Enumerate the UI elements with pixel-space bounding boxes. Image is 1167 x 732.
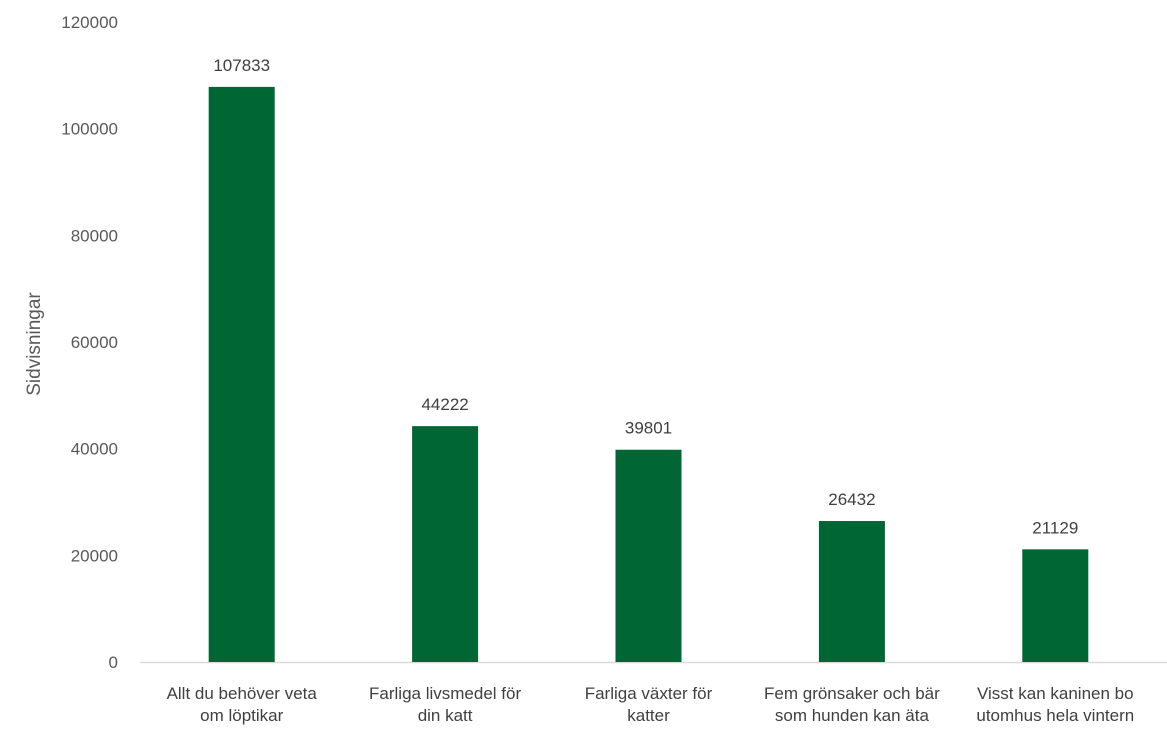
data-label: 107833 xyxy=(213,56,270,75)
bar xyxy=(412,426,479,662)
y-tick-label: 40000 xyxy=(71,440,118,459)
y-tick-label: 0 xyxy=(109,653,118,672)
category-label: som hunden kan äta xyxy=(775,706,930,725)
category-label: Farliga växter för xyxy=(585,684,713,703)
data-label: 39801 xyxy=(625,419,672,438)
category-label: Fem grönsaker och bär xyxy=(764,684,940,703)
data-label: 44222 xyxy=(421,395,468,414)
y-tick-label: 80000 xyxy=(71,226,118,245)
category-label: Allt du behöver veta xyxy=(167,684,318,703)
category-label: utomhus hela vintern xyxy=(976,706,1134,725)
data-labels: 107833 44222 39801 26432 21129 xyxy=(213,56,1078,537)
y-tick-label: 60000 xyxy=(71,333,118,352)
y-tick-label: 100000 xyxy=(61,120,118,139)
data-label: 21129 xyxy=(1032,518,1078,537)
data-label: 26432 xyxy=(828,490,875,509)
y-tick-label: 120000 xyxy=(61,13,118,32)
bar xyxy=(208,86,275,662)
category-label: Visst kan kaninen bo xyxy=(977,684,1134,703)
y-axis-ticks: 0 20000 40000 60000 80000 100000 120000 xyxy=(61,13,118,672)
category-label: Farliga livsmedel för xyxy=(369,684,521,703)
category-label: din katt xyxy=(418,706,473,725)
bar xyxy=(615,449,682,662)
category-labels: Allt du behöver veta om löptikar Farliga l… xyxy=(167,684,1135,725)
bar xyxy=(818,521,885,662)
y-tick-label: 20000 xyxy=(71,546,118,565)
y-axis-title: Sidvisningar xyxy=(24,292,45,396)
category-label: katter xyxy=(627,706,670,725)
category-label: om löptikar xyxy=(200,706,283,725)
bars xyxy=(208,86,1089,662)
bar xyxy=(1022,549,1089,662)
